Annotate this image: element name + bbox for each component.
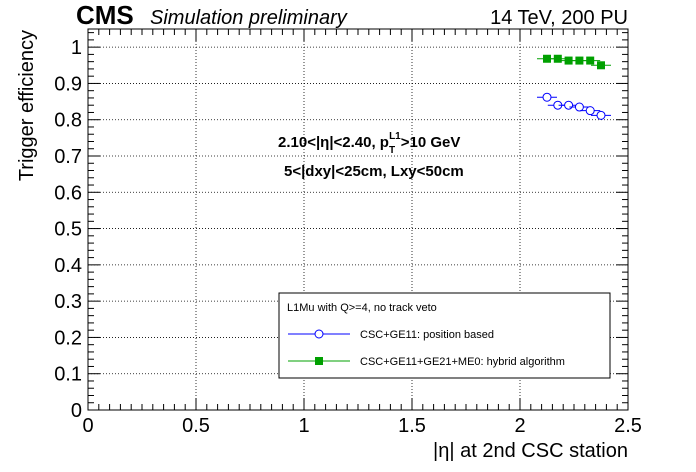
legend: L1Mu with Q>=4, no track veto CSC+GE11: … (278, 292, 611, 379)
annotation-pt-sub: T (389, 145, 395, 156)
annotation-dxy-text: 5<|dxy|<25cm, Lxy<50cm (284, 163, 464, 180)
annotation-eta-text: 2.10<|η|<2.40, p (278, 134, 389, 151)
data-point-series-1 (597, 61, 605, 70)
cms-label: CMS (76, 0, 134, 30)
energy-label: 14 TeV, 200 PU (490, 7, 628, 29)
data-point-series-0 (564, 100, 574, 110)
x-tick-label: 2.5 (614, 415, 642, 437)
y-tick-label: 0 (71, 400, 82, 422)
data-point-series-1 (543, 54, 551, 63)
y-tick-label: 0.3 (54, 291, 82, 313)
y-tick-label: 0.6 (54, 182, 82, 204)
data-point-series-0 (574, 102, 584, 112)
legend-box (278, 292, 611, 379)
data-points (537, 54, 611, 120)
y-tick-label: 0.8 (54, 110, 82, 132)
legend-marker-green (315, 357, 323, 365)
y-tick-label: 0.9 (54, 73, 82, 95)
legend-label-blue: CSC+GE11: position based (360, 329, 494, 341)
y-tick-label: 1 (71, 37, 82, 59)
data-point-series-1 (564, 56, 573, 65)
y-tick-label: 0.5 (54, 219, 82, 241)
legend-label-green: CSC+GE11+GE21+ME0: hybrid algorithm (360, 356, 565, 368)
y-axis-label: Trigger efficiency (16, 30, 38, 181)
y-tick-label: 0.1 (54, 364, 82, 386)
tick-labels: 0 0.5 1 1.5 2 2.5 0 0.1 0.2 0.3 0.4 0.5 0.6 0.7 0.8 0.9… (54, 37, 642, 437)
data-point-series-1 (575, 56, 584, 65)
data-point-series-1 (586, 56, 595, 65)
y-tick-label: 0.2 (54, 327, 82, 349)
x-tick-label: 1 (298, 415, 309, 437)
simulation-label: Simulation preliminary (150, 7, 348, 29)
data-point-series-1 (553, 54, 562, 63)
legend-marker-blue (314, 329, 324, 339)
legend-title: L1Mu with Q>=4, no track veto (287, 302, 437, 314)
y-tick-label: 0.4 (54, 255, 82, 277)
svg-text:2.10<|η|<2.40, pTL1>10 GeV: 2.10<|η|<2.40, pT L1>10 GeV (278, 131, 460, 156)
annotation-pt-sup: L1 (389, 131, 401, 142)
x-tick-label: 1.5 (398, 415, 426, 437)
data-point-series-0 (596, 110, 606, 120)
data-point-series-0 (542, 92, 552, 102)
x-tick-label: 0.5 (182, 415, 210, 437)
axes (87, 28, 629, 411)
x-tick-label: 0 (82, 415, 93, 437)
y-tick-label: 0.7 (54, 146, 82, 168)
annotation-pt-threshold: >10 GeV (401, 134, 461, 151)
x-tick-label: 2 (514, 415, 525, 437)
selection-annotation: 2.10<|η|<2.40, pT L1>10 GeV 5<|dxy|<25cm,… (278, 131, 464, 180)
data-point-series-0 (585, 106, 595, 116)
x-axis-label: |η| at 2nd CSC station (433, 440, 628, 462)
